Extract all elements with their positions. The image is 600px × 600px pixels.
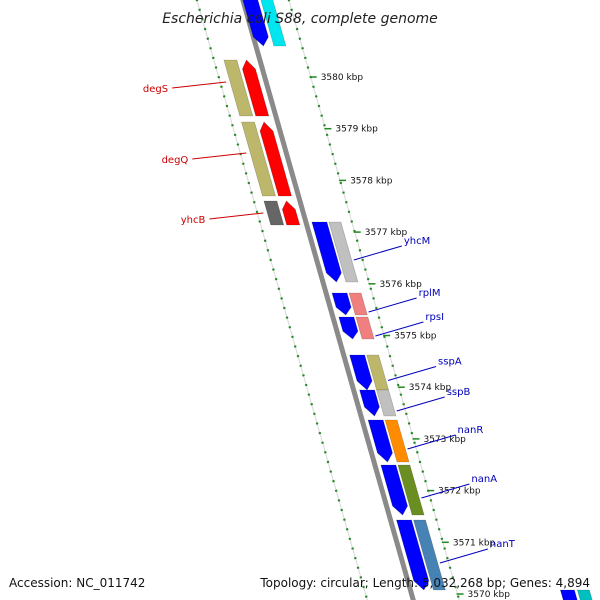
gene-arrow-sspB [359, 389, 380, 417]
cog-block-rplM [348, 292, 368, 316]
tick-label: 3574 kbp [409, 383, 452, 393]
tick-label: 3572 kbp [438, 487, 481, 497]
inner-ring-dots [195, 0, 369, 600]
cog-block-nanA [397, 464, 425, 516]
gene-label: degQ [162, 155, 189, 166]
partial-gene-top [242, 0, 269, 47]
tick-label: 3573 kbp [423, 435, 466, 445]
gene-arrow-nanT [396, 519, 430, 591]
gene-label: degS [143, 84, 168, 95]
gene-label: yhcM [404, 236, 430, 247]
label-connector [192, 152, 247, 160]
gene-arrow-degQ [259, 121, 292, 197]
gene-arrow-rpsI [338, 316, 359, 340]
gene-arrow-rplM [331, 292, 352, 316]
gene-label: sspB [447, 387, 471, 398]
partial-cog-bottom [577, 589, 593, 600]
tick-label: 3577 kbp [365, 228, 408, 238]
cog-block-rpsI [355, 316, 375, 340]
tick-label: 3576 kbp [379, 280, 422, 290]
tick-label: 3570 kbp [468, 590, 511, 600]
cog-block-sspB [376, 389, 397, 417]
feature-layer [223, 0, 593, 600]
label-connector [439, 548, 489, 564]
label-connector [407, 434, 456, 450]
label-connector [387, 366, 437, 381]
label-connector [209, 212, 264, 220]
gene-label: yhcB [181, 215, 206, 226]
gene-label: sspA [438, 357, 462, 368]
cog-block-yhcM [328, 221, 359, 283]
gene-label: nanA [471, 474, 497, 485]
partial-cog-top [260, 0, 287, 47]
map-title: Escherichia coli S88, complete genome [162, 11, 438, 27]
cog-block-nanT [413, 519, 446, 591]
label-connector [172, 81, 227, 89]
label-connector [375, 321, 424, 337]
gene-arrow-yhcB [281, 200, 301, 226]
gene-label: nanT [490, 539, 516, 550]
cog-block-yhcB [263, 200, 285, 226]
genome-summary-text: Topology: circular; Length: 5,032,268 bp… [259, 576, 590, 590]
cog-block-degQ [241, 121, 276, 197]
gene-label: nanR [458, 425, 484, 436]
gene-label: rpsI [425, 312, 444, 323]
tick-label: 3580 kbp [321, 73, 364, 83]
gene-arrow-nanA [380, 464, 408, 516]
tick-label: 3575 kbp [394, 332, 437, 342]
label-connector [396, 396, 445, 412]
tick-label: 3579 kbp [335, 125, 378, 135]
tick-label: 3571 kbp [453, 538, 496, 548]
accession-text: Accession: NC_011742 [9, 576, 145, 590]
partial-gene-bottom [560, 589, 578, 600]
gene-arrow-sspA [349, 354, 373, 391]
tick-label: 3578 kbp [350, 176, 393, 186]
gene-arrow-nanR [367, 419, 393, 463]
cog-block-degS [223, 59, 254, 117]
label-connector [353, 245, 402, 261]
backbone-line [240, 0, 416, 600]
label-connector [368, 297, 417, 313]
label-connector [421, 483, 470, 499]
cog-block-nanR [384, 419, 410, 463]
outer-ring-dots [287, 0, 461, 600]
label-layer: 3580 kbp 3579 kbp 3578 kbp 3577 kbp 3576 kbp… [143, 73, 516, 600]
gene-arrow-yhcM [311, 221, 342, 283]
gene-arrow-degS [242, 59, 270, 117]
gene-label: rplM [419, 288, 441, 299]
